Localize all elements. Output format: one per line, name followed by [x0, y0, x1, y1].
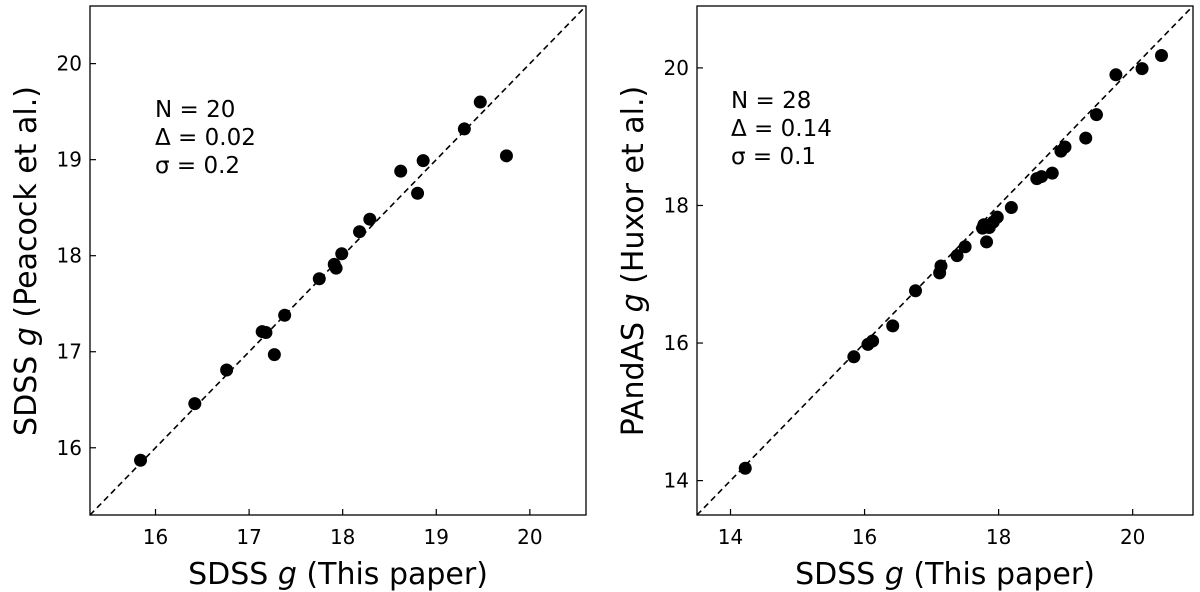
data-points: [738, 49, 1168, 475]
data-point: [990, 210, 1004, 224]
data-point: [278, 308, 292, 322]
data-point: [1058, 140, 1072, 154]
y-axis-label: PAndAS g (Huxor et al.): [616, 86, 651, 437]
data-point: [738, 461, 752, 475]
y-tick-label: 18: [664, 193, 689, 217]
data-point: [220, 363, 234, 377]
data-point: [1079, 131, 1093, 145]
data-point: [267, 348, 281, 362]
data-point: [1045, 166, 1059, 180]
y-tick-label: 14: [664, 469, 689, 493]
y-tick-label: 17: [57, 340, 82, 364]
data-point: [1109, 68, 1123, 82]
data-point: [134, 453, 148, 467]
data-point: [188, 397, 202, 411]
x-tick-label: 16: [852, 525, 877, 549]
data-point: [329, 261, 343, 275]
annotation-sigma: σ = 0.2: [155, 153, 240, 179]
y-axis-ticks: 14 16 18 20: [664, 56, 703, 493]
data-point: [934, 259, 948, 273]
data-point: [950, 249, 964, 263]
x-axis-ticks: 16 17 18 19 20: [143, 509, 543, 549]
x-tick-label: 18: [330, 525, 355, 549]
data-point: [1154, 49, 1168, 63]
x-tick-label: 14: [718, 525, 743, 549]
annotation-delta: Δ = 0.02: [155, 125, 256, 151]
y-axis-label: SDSS g (Peacock et al.): [9, 86, 44, 436]
data-point: [312, 272, 326, 286]
x-tick-label: 19: [424, 525, 449, 549]
data-point: [473, 95, 487, 109]
data-point: [909, 284, 923, 298]
right-scatter-panel: 14 16 18 20 14 16 18 20 N = 28 Δ = 0.14 σ = 0.…: [616, 5, 1194, 592]
plot-area-frame: [89, 5, 587, 516]
data-point: [866, 334, 880, 348]
data-point: [1004, 201, 1018, 215]
y-axis-ticks: 16 17 18 19 20: [57, 52, 96, 460]
annotation-n: N = 20: [155, 97, 235, 123]
data-point: [363, 212, 377, 226]
annotation-delta: Δ = 0.14: [731, 116, 832, 142]
y-tick-label: 20: [664, 56, 689, 80]
data-point: [847, 350, 861, 364]
x-axis-ticks: 14 16 18 20: [718, 509, 1145, 549]
data-point: [1135, 62, 1149, 76]
data-point: [499, 149, 513, 163]
data-point: [394, 164, 408, 178]
data-points: [134, 95, 513, 467]
x-axis-label: SDSS g (This paper): [188, 557, 488, 592]
data-point: [1089, 108, 1103, 122]
x-tick-label: 20: [517, 525, 542, 549]
x-axis-label: SDSS g (This paper): [795, 557, 1095, 592]
x-tick-label: 16: [143, 525, 168, 549]
data-point: [353, 225, 367, 239]
data-point: [411, 186, 425, 200]
y-tick-label: 20: [57, 52, 82, 76]
x-tick-label: 20: [1120, 525, 1145, 549]
left-scatter-panel: 16 17 18 19 20 16 17 18 19 20 N = 20 Δ = 0.02 σ …: [9, 5, 587, 592]
one-to-one-reference-line: [696, 5, 1194, 516]
data-point: [259, 326, 273, 340]
y-tick-label: 18: [57, 244, 82, 268]
annotation-n: N = 28: [731, 88, 811, 114]
y-tick-label: 19: [57, 148, 82, 172]
x-tick-label: 18: [986, 525, 1011, 549]
y-tick-label: 16: [57, 436, 82, 460]
data-point: [457, 122, 471, 136]
data-point: [1035, 170, 1049, 184]
data-point: [980, 235, 994, 249]
annotation-sigma: σ = 0.1: [731, 144, 816, 170]
y-tick-label: 16: [664, 331, 689, 355]
data-point: [335, 247, 349, 261]
data-point: [886, 319, 900, 333]
data-point: [958, 240, 972, 254]
plot-area-frame: [696, 5, 1194, 516]
x-tick-label: 17: [236, 525, 261, 549]
data-point: [416, 154, 430, 168]
